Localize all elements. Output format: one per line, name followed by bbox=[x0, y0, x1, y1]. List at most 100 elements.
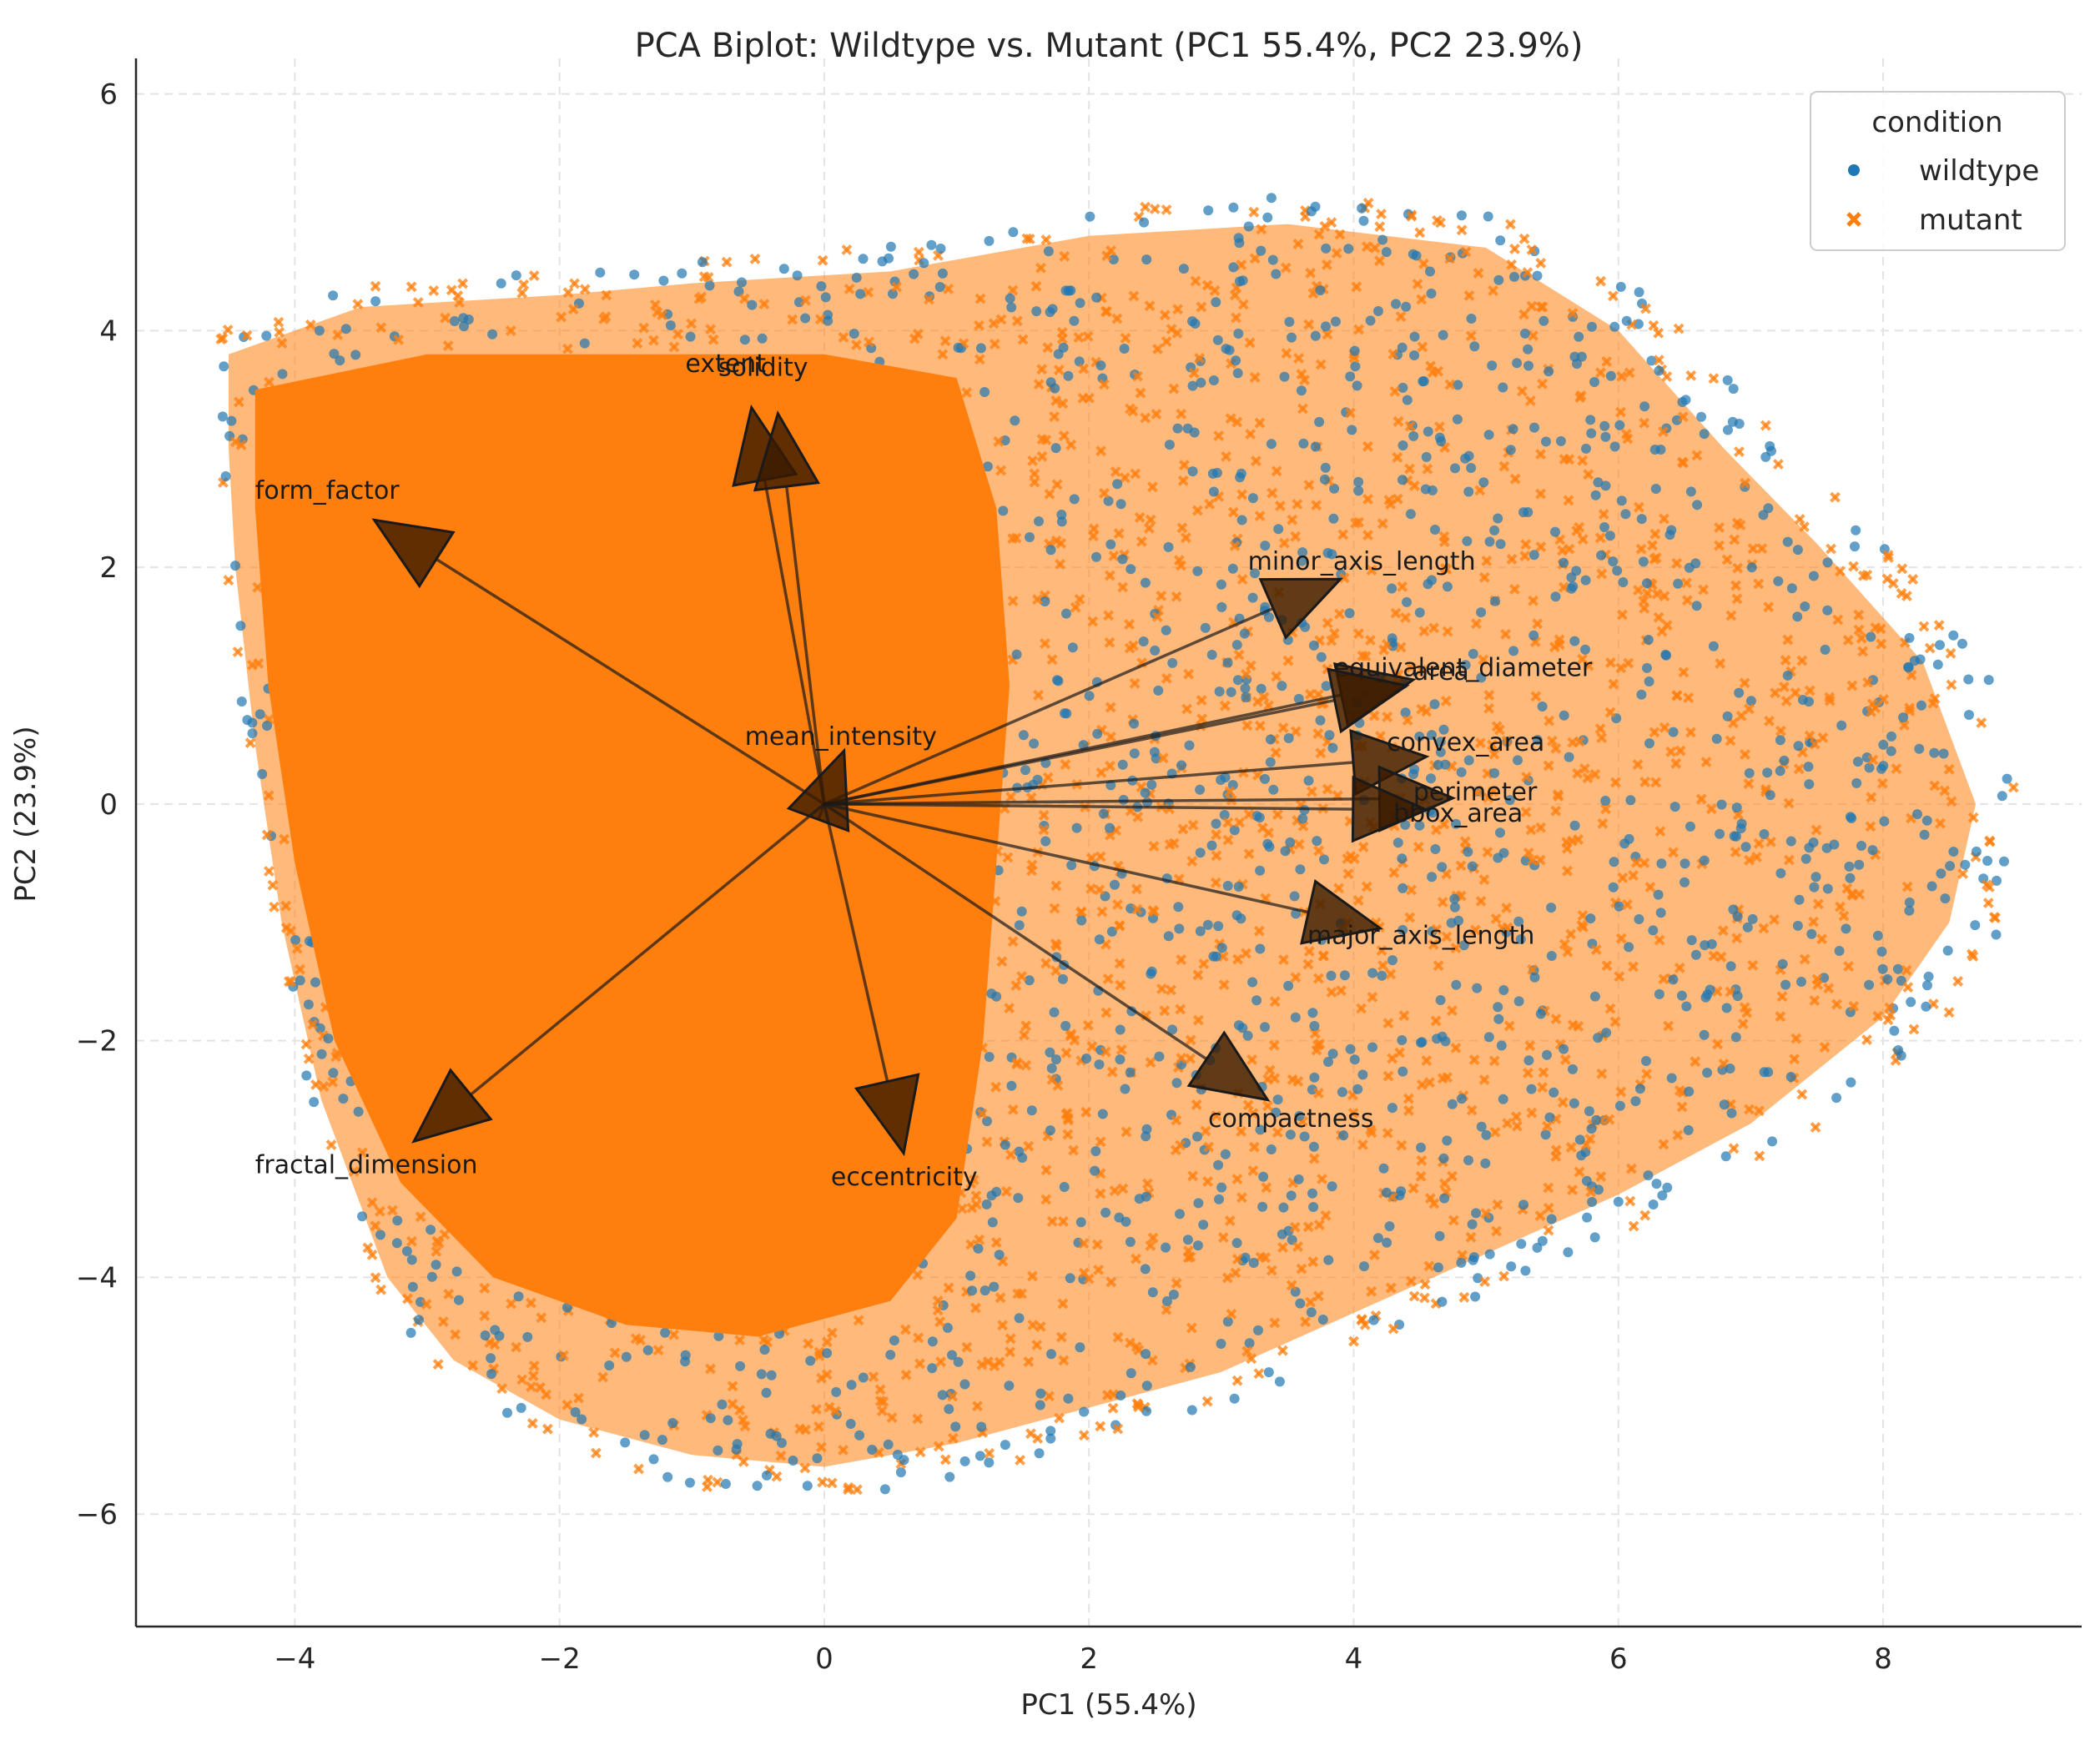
wildtype-point bbox=[867, 1445, 878, 1455]
wildtype-point bbox=[1555, 435, 1566, 446]
wildtype-point bbox=[1683, 1124, 1694, 1135]
wildtype-point bbox=[1904, 632, 1915, 643]
wildtype-point bbox=[1296, 385, 1307, 396]
wildtype-point bbox=[1008, 227, 1019, 238]
wildtype-point bbox=[1307, 1008, 1318, 1018]
wildtype-point bbox=[1105, 539, 1116, 550]
wildtype-point bbox=[1546, 1214, 1557, 1225]
wildtype-point bbox=[717, 1399, 728, 1410]
mutant-point bbox=[1040, 1194, 1052, 1205]
loading-label: convex_area bbox=[1387, 728, 1544, 757]
legend-title: condition bbox=[1871, 106, 2002, 139]
mutant-point bbox=[1095, 1421, 1106, 1432]
wildtype-point bbox=[1024, 975, 1035, 986]
mutant-point bbox=[1362, 530, 1373, 541]
wildtype-point bbox=[1481, 1129, 1492, 1140]
wildtype-point bbox=[667, 1418, 678, 1428]
mutant-point bbox=[1236, 1125, 1247, 1137]
wildtype-point bbox=[1800, 853, 1811, 864]
wildtype-point bbox=[1720, 1151, 1731, 1162]
mutant-point bbox=[1685, 370, 1697, 381]
mutant-point bbox=[1658, 973, 1669, 985]
wildtype-point bbox=[242, 715, 253, 726]
wildtype-point bbox=[1526, 1084, 1537, 1094]
wildtype-point bbox=[1126, 1368, 1136, 1379]
wildtype-point bbox=[1867, 845, 1878, 856]
wildtype-point bbox=[1319, 854, 1329, 865]
mutant-point bbox=[1796, 655, 1808, 666]
mutant-point bbox=[1020, 1020, 1032, 1032]
wildtype-point bbox=[1290, 1012, 1301, 1023]
mutant-point bbox=[1441, 931, 1453, 943]
wildtype-point bbox=[414, 1315, 425, 1325]
mutant-point bbox=[1104, 760, 1115, 772]
wildtype-point bbox=[1029, 738, 1040, 749]
wildtype-point bbox=[1440, 759, 1451, 770]
mutant-point bbox=[1405, 661, 1417, 673]
wildtype-point bbox=[1438, 329, 1448, 340]
wildtype-point bbox=[226, 415, 237, 426]
mutant-point bbox=[1085, 852, 1097, 864]
wildtype-point bbox=[1432, 1033, 1443, 1044]
mutant-point bbox=[1715, 951, 1727, 963]
mutant-point bbox=[1213, 430, 1225, 441]
wildtype-point bbox=[1425, 266, 1435, 277]
wildtype-point bbox=[310, 977, 320, 988]
wildtype-point bbox=[1378, 1163, 1389, 1174]
wildtype-point bbox=[1792, 611, 1803, 622]
wildtype-point bbox=[1708, 641, 1719, 651]
wildtype-point bbox=[1186, 362, 1196, 373]
wildtype-point bbox=[942, 1322, 953, 1333]
wildtype-point bbox=[1172, 423, 1183, 434]
mutant-point bbox=[1641, 587, 1653, 599]
wildtype-point bbox=[1722, 375, 1733, 385]
wildtype-point bbox=[800, 313, 811, 324]
wildtype-point bbox=[1247, 592, 1258, 603]
wildtype-point bbox=[1327, 742, 1338, 753]
wildtype-point bbox=[487, 329, 498, 339]
wildtype-point bbox=[1614, 1100, 1625, 1111]
mutant-point bbox=[1147, 1232, 1159, 1244]
wildtype-point bbox=[1011, 649, 1022, 660]
wildtype-point bbox=[1426, 288, 1437, 299]
wildtype-point bbox=[1298, 438, 1309, 449]
wildtype-point bbox=[1268, 784, 1279, 795]
wildtype-point bbox=[1439, 1193, 1450, 1204]
mutant-point bbox=[1396, 1139, 1408, 1151]
wildtype-point bbox=[1912, 809, 1922, 820]
wildtype-point bbox=[1590, 490, 1601, 500]
wildtype-point bbox=[757, 333, 768, 344]
wildtype-point bbox=[1309, 1021, 1320, 1031]
wildtype-point bbox=[1208, 951, 1219, 962]
wildtype-point bbox=[846, 1380, 857, 1390]
wildtype-point bbox=[1373, 306, 1383, 316]
wildtype-point bbox=[1576, 351, 1587, 362]
wildtype-point bbox=[1040, 836, 1051, 847]
wildtype-point bbox=[1140, 787, 1151, 798]
wildtype-point bbox=[1721, 1003, 1732, 1013]
mutant-point bbox=[1382, 711, 1393, 722]
wildtype-point bbox=[1550, 591, 1561, 602]
mutant-point bbox=[244, 737, 256, 749]
wildtype-point bbox=[1227, 563, 1238, 574]
mutant-point bbox=[1038, 809, 1050, 821]
wildtype-point bbox=[1357, 1069, 1368, 1080]
wildtype-point bbox=[1653, 889, 1664, 900]
wildtype-point bbox=[1668, 974, 1679, 985]
wildtype-point bbox=[1609, 857, 1619, 867]
wildtype-point bbox=[1115, 1024, 1126, 1035]
wildtype-point bbox=[1392, 837, 1403, 848]
wildtype-point bbox=[1624, 833, 1634, 844]
wildtype-point bbox=[735, 1360, 746, 1371]
wildtype-point bbox=[1731, 802, 1742, 813]
wildtype-point bbox=[1699, 855, 1710, 866]
wildtype-point bbox=[1216, 579, 1226, 590]
wildtype-point bbox=[1584, 1106, 1594, 1117]
wildtype-point bbox=[1886, 731, 1896, 742]
wildtype-point bbox=[1651, 1179, 1662, 1189]
wildtype-point bbox=[1960, 859, 1971, 870]
legend: condition wildtype mutant bbox=[1810, 91, 2066, 251]
mutant-point bbox=[1362, 493, 1373, 505]
wildtype-point bbox=[984, 1052, 995, 1062]
wildtype-point bbox=[340, 324, 351, 334]
